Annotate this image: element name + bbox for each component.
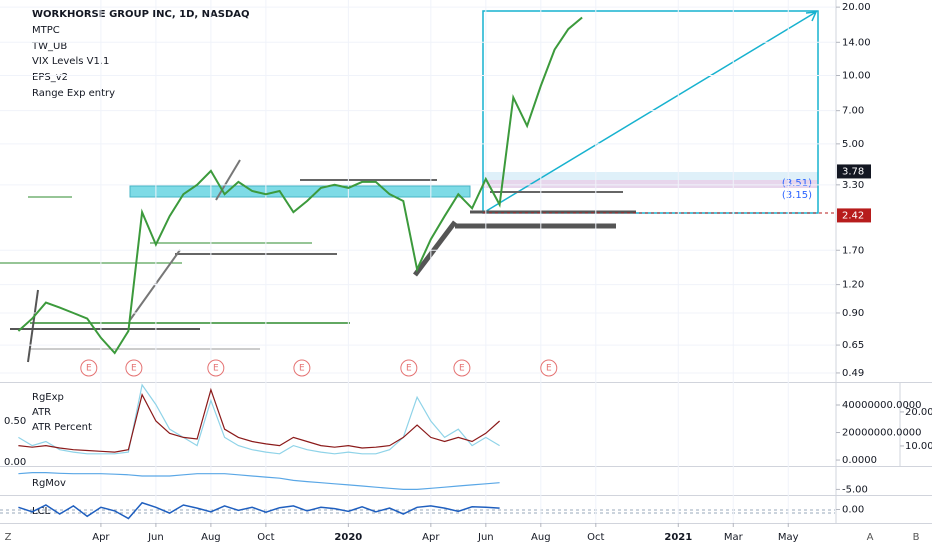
footer-button[interactable]: A xyxy=(867,532,874,543)
indicator-label: EPS_v2 xyxy=(32,72,68,83)
y-tick-label: 14.00 xyxy=(842,37,871,48)
earnings-label: E xyxy=(213,364,219,374)
y-tick-label: 0.65 xyxy=(842,340,864,351)
price-label: 2.42 xyxy=(842,210,864,221)
series-line xyxy=(17,16,583,355)
y-tick-label: 1.70 xyxy=(842,245,864,256)
price-label: 3.78 xyxy=(842,166,864,177)
chart-title: WORKHORSE GROUP INC, 1D, NASDAQ xyxy=(32,9,250,20)
x-tick-label: 2021 xyxy=(664,532,692,543)
y-tick-label: 7.00 xyxy=(842,106,864,117)
x-tick-label: May xyxy=(778,532,799,543)
x-tick-label: Apr xyxy=(92,532,110,543)
y-tick-label: 10.00 xyxy=(842,70,871,81)
earnings-marker xyxy=(80,359,98,377)
earnings-marker xyxy=(207,359,225,377)
earnings-marker xyxy=(540,359,558,377)
x-tick-label: Jun xyxy=(147,532,164,543)
earnings-label: E xyxy=(546,364,552,374)
y-tick-label: 3.30 xyxy=(842,180,864,191)
trend-line xyxy=(27,289,39,363)
earnings-marker xyxy=(400,359,418,377)
x-tick-label: Oct xyxy=(587,532,604,543)
x-tick-label: Jun xyxy=(477,532,494,543)
series-line xyxy=(18,472,500,490)
y-tick-label: 0.50 xyxy=(4,416,26,427)
y-tick-label: 0.00 xyxy=(842,505,864,516)
projection-arrow xyxy=(482,11,817,214)
y-tick-label: -5.00 xyxy=(842,484,868,495)
range-box xyxy=(482,10,819,214)
y-tick-label: 20.00 xyxy=(905,407,932,418)
x-tick-label: Aug xyxy=(201,532,221,543)
annotation: (3.15) xyxy=(782,190,812,201)
x-tick-label: Apr xyxy=(422,532,440,543)
y-tick-label: 1.20 xyxy=(842,280,864,291)
earnings-label: E xyxy=(459,364,465,374)
y-tick-label: 0.0000 xyxy=(842,455,877,466)
x-tick-label: Oct xyxy=(257,532,274,543)
y-tick-label: 10.00 xyxy=(905,441,932,452)
earnings-label: E xyxy=(86,364,92,374)
indicator-label: TW_UB xyxy=(31,41,67,52)
price-label-box xyxy=(837,208,871,223)
zone-band xyxy=(129,185,471,198)
x-tick-label: Mar xyxy=(724,532,744,543)
y-tick-label: 40000000.0000 xyxy=(842,400,922,411)
indicator-label: MTPC xyxy=(32,25,60,36)
trend-line xyxy=(215,159,241,201)
series-line xyxy=(18,387,500,453)
trend-line xyxy=(413,220,457,277)
pane-legend: RgExp xyxy=(32,392,64,403)
y-tick-label: 0.00 xyxy=(4,457,26,468)
earnings-marker xyxy=(453,359,471,377)
y-tick-label: 5.00 xyxy=(842,139,864,150)
indicator-label: Range Exp entry xyxy=(32,88,115,99)
earnings-label: E xyxy=(406,364,412,374)
earnings-label: E xyxy=(299,364,305,374)
footer-button[interactable]: Z xyxy=(5,532,12,543)
earnings-label: E xyxy=(131,364,137,374)
pane-title: RgMov xyxy=(32,478,66,489)
pane-legend: ATR Percent xyxy=(32,422,92,433)
footer-button[interactable]: B xyxy=(913,532,920,543)
y-tick-label: 0.90 xyxy=(842,308,864,319)
series-line xyxy=(18,501,500,520)
y-tick-label: 20.00 xyxy=(842,2,871,13)
x-tick-label: 2020 xyxy=(334,532,362,543)
annotation: (3.51) xyxy=(782,178,812,189)
x-tick-label: Aug xyxy=(531,532,551,543)
arrow-head xyxy=(805,11,818,22)
earnings-marker xyxy=(293,359,311,377)
earnings-marker xyxy=(125,359,143,377)
price-label-box xyxy=(837,164,871,179)
series-line xyxy=(18,383,500,455)
pane-title: LCL xyxy=(32,506,51,517)
y-tick-label: 0.49 xyxy=(842,368,864,379)
indicator-label: VIX Levels V1.1 xyxy=(32,56,109,67)
zone-band xyxy=(483,180,818,188)
pane-legend: ATR xyxy=(32,407,51,418)
y-tick-label: 20000000.0000 xyxy=(842,428,922,439)
